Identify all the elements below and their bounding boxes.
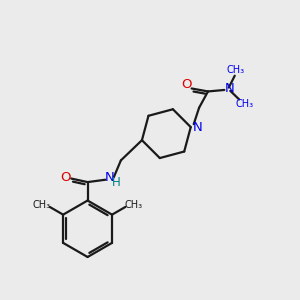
Text: O: O xyxy=(181,77,191,91)
Text: CH₃: CH₃ xyxy=(226,65,244,75)
Text: N: N xyxy=(192,121,202,134)
Text: CH₃: CH₃ xyxy=(236,99,253,109)
Text: CH₃: CH₃ xyxy=(125,200,143,210)
Text: N: N xyxy=(224,82,234,95)
Text: H: H xyxy=(112,176,121,189)
Text: CH₃: CH₃ xyxy=(32,200,50,210)
Text: N: N xyxy=(105,171,115,184)
Text: O: O xyxy=(60,170,70,184)
